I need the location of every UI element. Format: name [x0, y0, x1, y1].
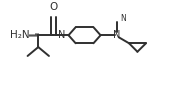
Text: N: N	[59, 30, 66, 40]
Text: O: O	[49, 2, 57, 12]
Text: N: N	[120, 14, 125, 23]
Text: N: N	[113, 30, 120, 40]
Text: H₂N: H₂N	[10, 30, 29, 40]
